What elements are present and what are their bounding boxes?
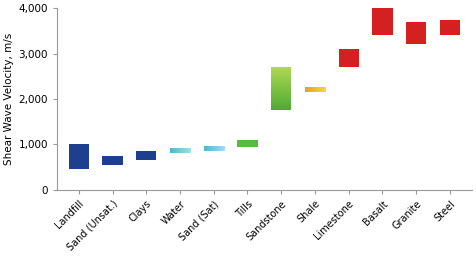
Bar <box>372 8 393 35</box>
Bar <box>271 98 291 99</box>
Bar <box>271 108 291 109</box>
Bar <box>271 91 291 92</box>
Bar <box>271 95 291 96</box>
Bar <box>271 94 291 95</box>
Bar <box>271 109 291 110</box>
Bar <box>271 92 291 93</box>
Bar <box>271 74 291 75</box>
Bar <box>271 81 291 82</box>
Bar <box>338 49 359 67</box>
Bar <box>271 85 291 86</box>
Bar <box>238 140 258 146</box>
Bar <box>271 77 291 78</box>
Bar <box>271 71 291 72</box>
Bar <box>271 73 291 74</box>
Bar <box>271 90 291 91</box>
Bar <box>271 104 291 105</box>
Bar <box>271 101 291 102</box>
Bar <box>440 20 460 35</box>
Bar <box>271 83 291 84</box>
Bar <box>271 93 291 94</box>
Bar <box>271 75 291 76</box>
Bar <box>271 70 291 71</box>
Bar <box>271 76 291 77</box>
Bar <box>102 155 123 165</box>
Bar <box>271 96 291 97</box>
Bar <box>271 84 291 85</box>
Bar <box>271 72 291 73</box>
Bar <box>69 144 89 169</box>
Bar <box>271 78 291 79</box>
Bar <box>271 105 291 106</box>
Bar <box>271 103 291 104</box>
Bar <box>271 68 291 69</box>
Bar <box>271 67 291 68</box>
Bar <box>271 99 291 100</box>
Y-axis label: Shear Wave Velocity, m/s: Shear Wave Velocity, m/s <box>4 33 14 165</box>
Bar <box>271 107 291 108</box>
Bar <box>271 80 291 81</box>
Bar <box>271 89 291 90</box>
Bar <box>406 22 426 44</box>
Bar <box>271 69 291 70</box>
Bar <box>271 86 291 87</box>
Bar <box>271 87 291 88</box>
Bar <box>271 102 291 103</box>
Bar <box>271 106 291 107</box>
Bar <box>271 82 291 83</box>
Bar <box>271 100 291 101</box>
Bar <box>271 79 291 80</box>
Bar <box>136 151 157 160</box>
Bar <box>271 97 291 98</box>
Bar <box>271 88 291 89</box>
